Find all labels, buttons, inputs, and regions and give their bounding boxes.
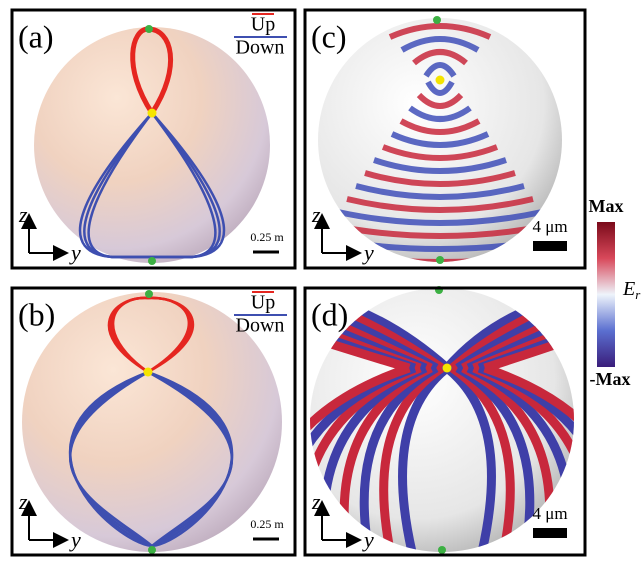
crossing-dot xyxy=(144,368,153,377)
colorbar-gradient xyxy=(597,222,615,367)
colorbar-min: -Max xyxy=(590,369,631,389)
axis-z-label: z xyxy=(311,489,321,514)
scale-label: 0.25 m xyxy=(250,517,284,531)
scale-label: 4 μm xyxy=(532,217,567,236)
panel-label: (a) xyxy=(18,18,54,54)
axis-y-label: y xyxy=(362,240,374,265)
panel: (d) z y 4 μm xyxy=(226,286,641,555)
pole-dot xyxy=(438,546,446,554)
scale-bar xyxy=(533,241,567,251)
pole-dot xyxy=(145,290,153,298)
axis-z-label: z xyxy=(18,202,28,227)
crossing-dot xyxy=(443,364,452,373)
crossing-dot xyxy=(148,109,157,118)
scale-label: 4 μm xyxy=(532,504,567,523)
legend-up: Up xyxy=(251,292,275,314)
axis-z-label: z xyxy=(311,202,321,227)
sphere xyxy=(34,27,270,263)
colorbar-max: Max xyxy=(589,196,624,216)
axis-y-label: y xyxy=(69,527,81,552)
figure: (a)UpDownzy0.25 m(b)UpDownzy0.25 m(c)zy4… xyxy=(0,0,641,567)
colorbar-symbol: E xyxy=(622,278,635,300)
scale-label: 0.25 m xyxy=(250,230,284,244)
panel-label: (b) xyxy=(18,296,55,332)
axis-y-label: y xyxy=(362,527,374,552)
panel-label: (d) xyxy=(311,296,348,332)
pole-dot xyxy=(148,546,156,554)
pole-dot xyxy=(433,16,441,24)
crossing-dot xyxy=(436,76,445,85)
colorbar-subscript: r xyxy=(635,287,641,302)
pole-dot xyxy=(145,25,153,33)
panel: (c) z y 4 μm xyxy=(305,10,585,268)
legend-up: Up xyxy=(251,14,275,36)
legend-down: Down xyxy=(236,315,285,337)
panel-label: (c) xyxy=(311,18,347,54)
axis-y-label: y xyxy=(69,240,81,265)
pole-dot xyxy=(148,257,156,265)
axis-z-label: z xyxy=(18,489,28,514)
pole-dot xyxy=(436,256,444,264)
legend-down: Down xyxy=(236,37,285,59)
colorbar-label: Er xyxy=(622,278,641,302)
colorbar: Max -Max Er xyxy=(589,196,641,389)
scale-bar xyxy=(533,528,567,538)
